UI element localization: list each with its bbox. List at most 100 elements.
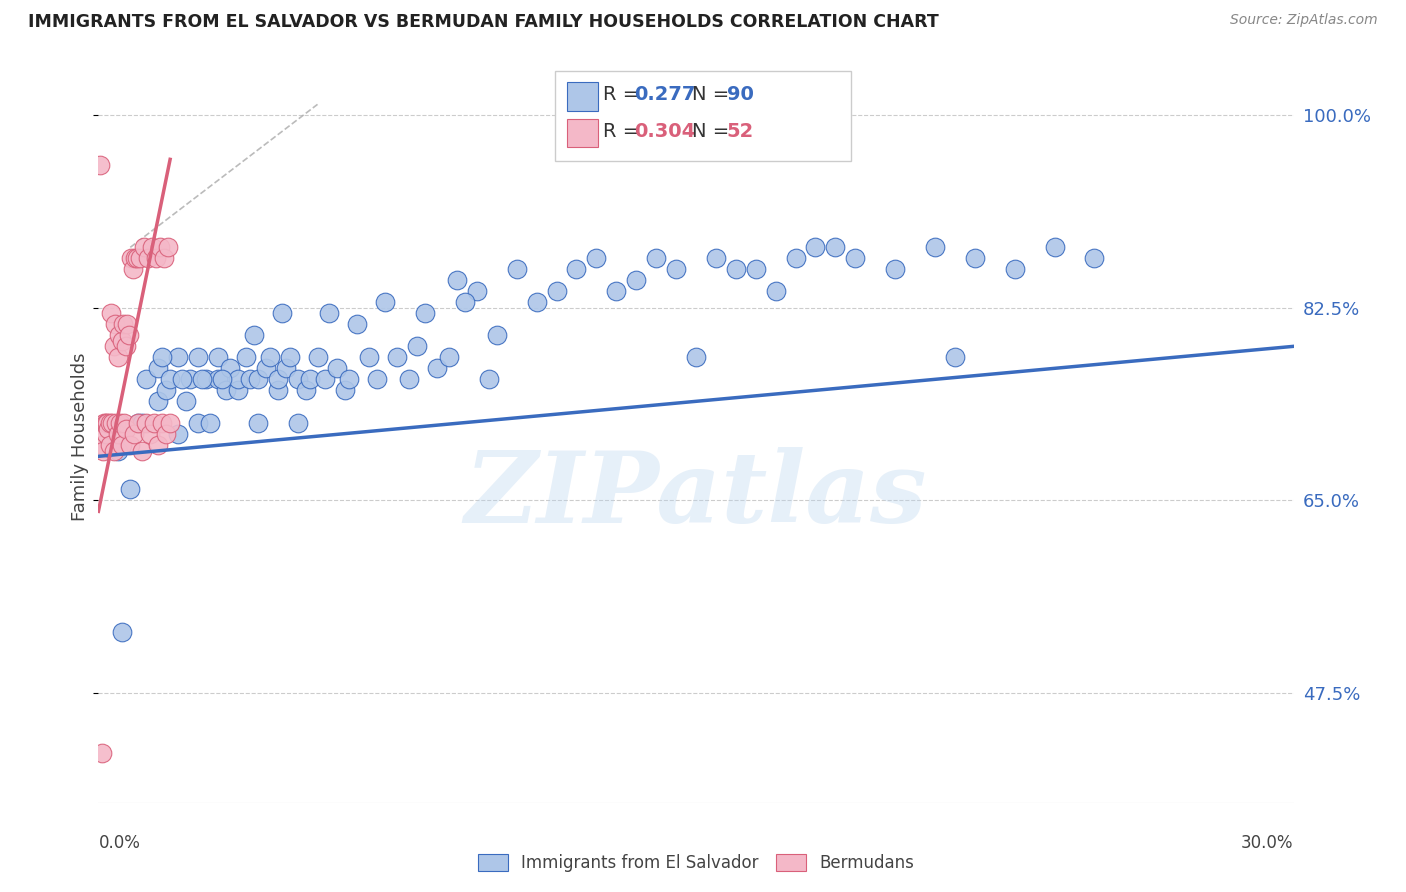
Point <box>108 328 131 343</box>
Point <box>135 372 157 386</box>
Point <box>111 438 134 452</box>
Point <box>226 384 249 398</box>
Point <box>246 417 269 431</box>
Point <box>103 339 125 353</box>
Text: R =: R = <box>603 121 645 141</box>
Point <box>278 351 301 365</box>
Text: ZIPatlas: ZIPatlas <box>465 448 927 544</box>
Text: IMMIGRANTS FROM EL SALVADOR VS BERMUDAN FAMILY HOUSEHOLDS CORRELATION CHART: IMMIGRANTS FROM EL SALVADOR VS BERMUDAN … <box>28 13 939 31</box>
Point <box>167 427 190 442</box>
Point <box>139 427 162 442</box>
Point <box>103 443 125 458</box>
Point <box>150 417 173 431</box>
Point <box>110 334 132 348</box>
Point <box>1083 252 1105 266</box>
Point <box>129 252 152 266</box>
Point <box>219 361 242 376</box>
Point <box>155 427 177 442</box>
Point <box>259 351 281 365</box>
Point <box>187 417 209 431</box>
Text: 0.304: 0.304 <box>634 121 696 141</box>
Point <box>1043 240 1066 254</box>
Point <box>145 252 167 266</box>
Point <box>645 252 668 266</box>
Point <box>115 318 138 332</box>
Point <box>131 417 153 431</box>
Point <box>267 384 290 398</box>
Point <box>724 262 747 277</box>
Point <box>98 417 121 431</box>
Point <box>454 295 477 310</box>
Text: 0.0%: 0.0% <box>98 834 141 852</box>
Point <box>765 285 787 299</box>
Point <box>96 417 118 431</box>
Text: 52: 52 <box>727 121 754 141</box>
Point <box>159 372 181 386</box>
Point <box>307 351 329 365</box>
Point <box>413 306 436 320</box>
Point <box>506 262 529 277</box>
Point <box>526 295 548 310</box>
Point <box>585 252 607 266</box>
Point <box>605 285 627 299</box>
Point <box>804 240 827 254</box>
Point <box>366 372 388 386</box>
Point <box>374 295 396 310</box>
Point <box>198 417 221 431</box>
Text: 30.0%: 30.0% <box>1241 834 1294 852</box>
Point <box>120 483 142 497</box>
Point <box>478 372 501 386</box>
Point <box>122 262 145 277</box>
Point <box>124 427 146 442</box>
Point <box>398 372 420 386</box>
Text: 90: 90 <box>727 85 754 104</box>
Point <box>406 339 429 353</box>
Point <box>91 443 114 458</box>
Point <box>127 417 149 431</box>
Point <box>315 372 337 386</box>
Point <box>195 372 218 386</box>
Point <box>159 417 181 431</box>
Point <box>626 273 648 287</box>
Point <box>335 384 357 398</box>
Point <box>294 384 316 398</box>
Point <box>298 372 321 386</box>
Point <box>179 372 201 386</box>
Point <box>148 361 170 376</box>
Point <box>141 240 163 254</box>
Point <box>105 417 128 431</box>
Text: N =: N = <box>692 121 735 141</box>
Point <box>107 427 129 442</box>
Point <box>114 339 136 353</box>
Text: 0.277: 0.277 <box>634 85 696 104</box>
Point <box>187 351 209 365</box>
Point <box>665 262 688 277</box>
Point <box>287 417 309 431</box>
Point <box>215 384 238 398</box>
Point <box>924 240 946 254</box>
Point <box>174 394 197 409</box>
Legend: Immigrants from El Salvador, Bermudans: Immigrants from El Salvador, Bermudans <box>471 847 921 879</box>
Text: N =: N = <box>692 85 735 104</box>
Point <box>287 372 309 386</box>
Point <box>118 328 141 343</box>
Point <box>235 351 257 365</box>
Point <box>143 417 166 431</box>
Text: R =: R = <box>603 85 645 104</box>
Point <box>446 273 468 287</box>
Point <box>127 417 149 431</box>
Point <box>94 417 117 431</box>
Point <box>243 328 266 343</box>
Point <box>107 443 129 458</box>
Point <box>150 351 173 365</box>
Point <box>824 240 846 254</box>
Point <box>207 351 229 365</box>
Point <box>565 262 588 277</box>
Point <box>148 438 170 452</box>
Point <box>131 443 153 458</box>
Point <box>239 372 262 386</box>
Point <box>465 285 488 299</box>
Point <box>172 372 194 386</box>
Text: Source: ZipAtlas.com: Source: ZipAtlas.com <box>1230 13 1378 28</box>
Point <box>274 361 297 376</box>
